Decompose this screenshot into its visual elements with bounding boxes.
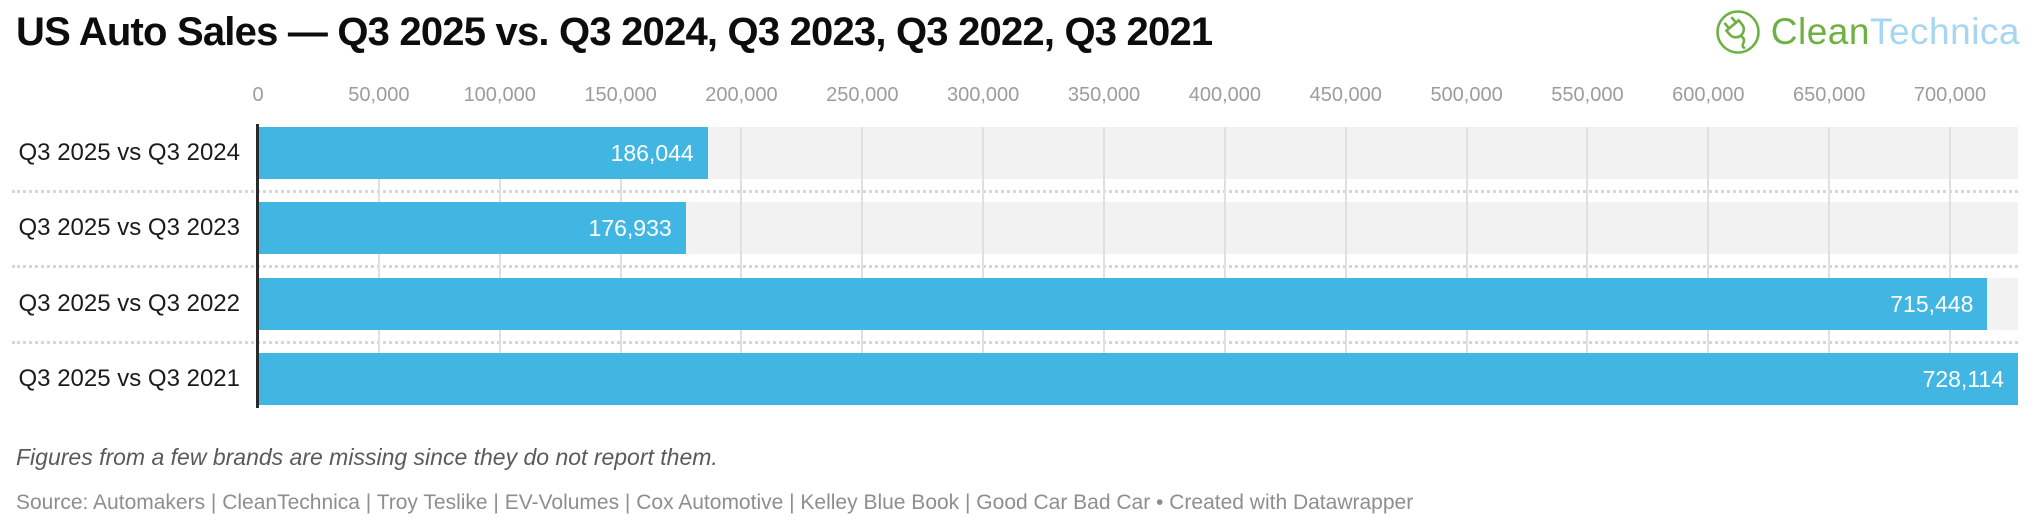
gridline bbox=[1345, 127, 1347, 405]
x-axis-tick-label: 50,000 bbox=[348, 84, 410, 106]
bar: 715,448 bbox=[258, 278, 1988, 330]
gridline bbox=[620, 127, 622, 405]
row-label: Q3 2025 vs Q3 2022 bbox=[18, 290, 240, 317]
y-axis-zero-line bbox=[256, 124, 259, 408]
x-axis-tick-label: 100,000 bbox=[463, 84, 536, 106]
gridline bbox=[982, 127, 984, 405]
gridline bbox=[740, 127, 742, 405]
chart-source: Source: Automakers | CleanTechnica | Tro… bbox=[16, 491, 1414, 514]
gridline bbox=[1586, 127, 1588, 405]
x-axis-tick-label: 600,000 bbox=[1672, 84, 1745, 106]
x-axis-tick-label: 700,000 bbox=[1913, 84, 1987, 106]
row-separator-line bbox=[12, 341, 2018, 344]
x-axis-tick-label: 0 bbox=[252, 84, 264, 106]
bar: 186,044 bbox=[258, 127, 708, 179]
gridline bbox=[499, 127, 501, 405]
logo-wordmark: CleanTechnica bbox=[1771, 11, 2020, 53]
bar-value-label: 176,933 bbox=[588, 214, 672, 241]
row-label: Q3 2025 vs Q3 2024 bbox=[18, 139, 240, 166]
row-separator-line bbox=[12, 190, 2018, 193]
x-axis-tick-label: 650,000 bbox=[1793, 84, 1866, 106]
bar-value-label: 728,114 bbox=[1922, 365, 2004, 392]
page-title: US Auto Sales — Q3 2025 vs. Q3 2024, Q3 … bbox=[16, 10, 1213, 54]
gridline bbox=[1707, 127, 1709, 405]
bar-value-label: 186,044 bbox=[610, 139, 694, 166]
gridline bbox=[1103, 127, 1105, 405]
row-label: Q3 2025 vs Q3 2021 bbox=[18, 365, 240, 392]
x-axis-tick-label: 150,000 bbox=[584, 84, 657, 106]
gridline bbox=[1828, 127, 1830, 405]
gridline bbox=[861, 127, 863, 405]
x-axis-tick-label: 550,000 bbox=[1551, 84, 1624, 106]
plug-in-circle-icon bbox=[1715, 10, 1760, 54]
x-axis-tick-label: 300,000 bbox=[947, 84, 1020, 106]
x-axis-tick-label: 350,000 bbox=[1067, 84, 1141, 106]
logo-text-clean: Clean bbox=[1770, 11, 1870, 52]
x-axis-tick-label: 500,000 bbox=[1430, 84, 1503, 106]
cleantechnica-logo: CleanTechnica bbox=[1714, 8, 2020, 56]
x-axis-tick-label: 450,000 bbox=[1309, 84, 1382, 106]
logo-text-technica: Technica bbox=[1869, 11, 2020, 52]
gridline bbox=[1466, 127, 1468, 405]
x-axis-tick-label: 400,000 bbox=[1188, 84, 1262, 106]
x-axis-tick-label: 200,000 bbox=[705, 84, 778, 106]
row-label: Q3 2025 vs Q3 2023 bbox=[18, 214, 240, 241]
gridline bbox=[378, 127, 380, 405]
gridline bbox=[1949, 127, 1951, 405]
bar-value-label: 715,448 bbox=[1890, 290, 1974, 317]
bar: 176,933 bbox=[258, 202, 686, 254]
bar: 728,114 bbox=[258, 353, 2018, 405]
gridline bbox=[1224, 127, 1226, 405]
x-axis-tick-label: 250,000 bbox=[826, 84, 899, 106]
chart-note: Figures from a few brands are missing si… bbox=[16, 444, 718, 470]
row-separator-line bbox=[12, 265, 2018, 268]
